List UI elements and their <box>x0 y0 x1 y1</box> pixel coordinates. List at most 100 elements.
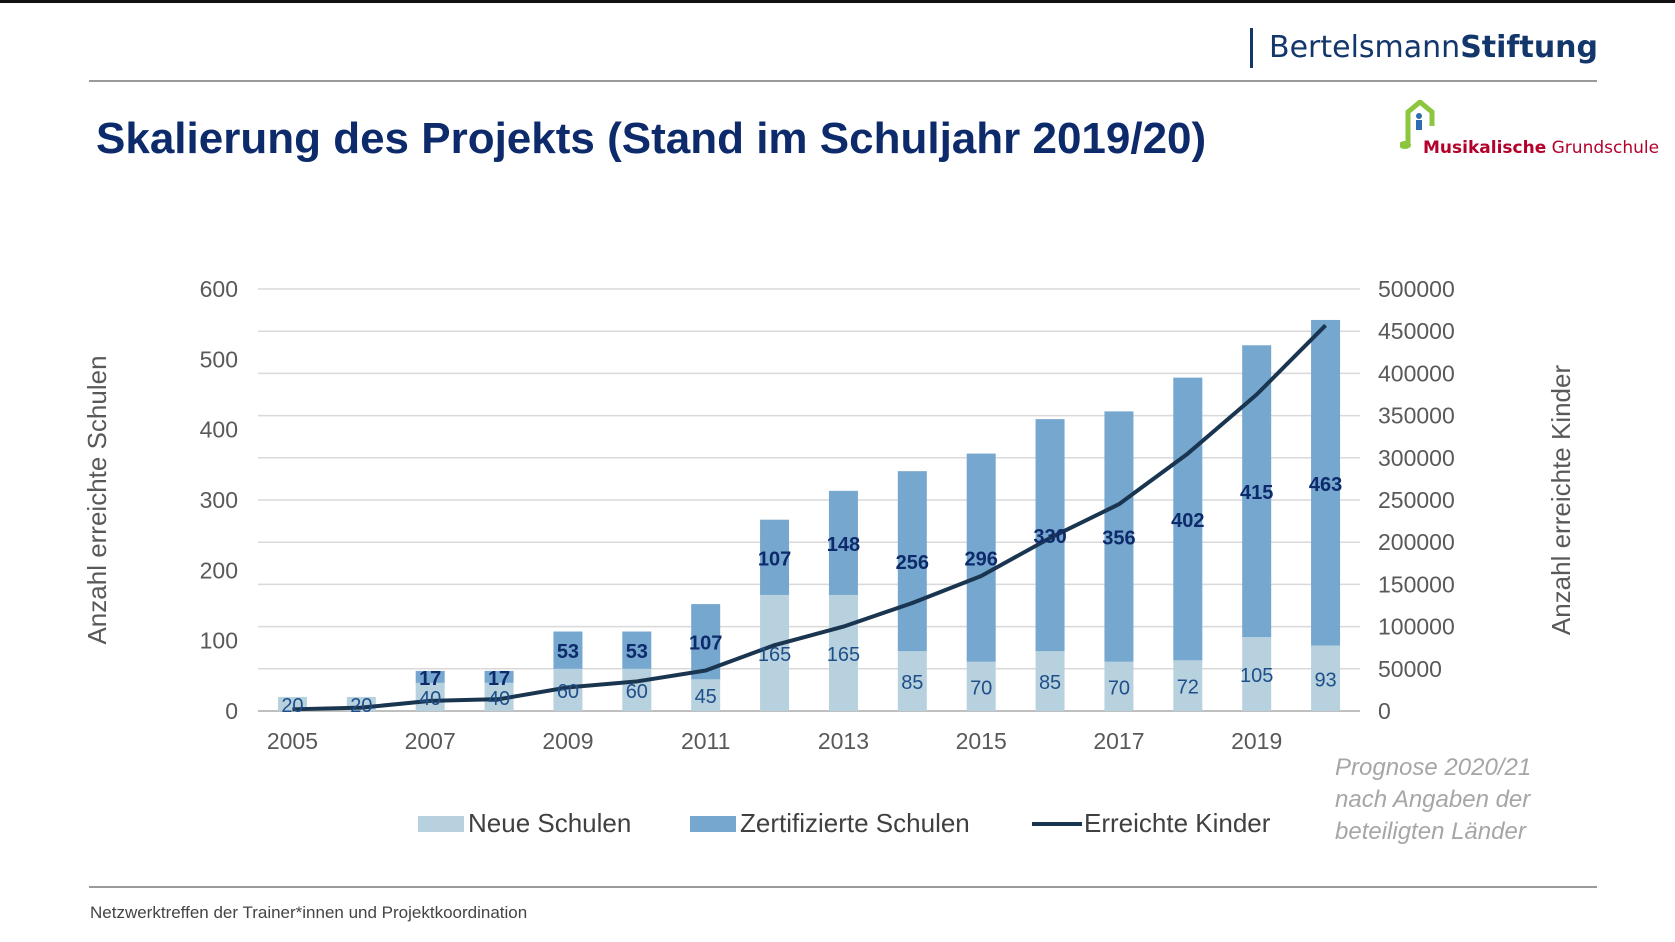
y-right-tick-label: 50000 <box>1378 656 1442 682</box>
bar-neue-schulen <box>691 679 721 711</box>
bar-neue-schulen <box>828 594 858 711</box>
bar-zertifizierte-schulen <box>1104 411 1134 662</box>
y-right-tick-label: 150000 <box>1378 571 1455 597</box>
bar-neue-schulen <box>1242 637 1272 711</box>
label-neue-schulen: 85 <box>1039 672 1061 694</box>
bar-neue-schulen <box>897 651 927 711</box>
bar-zertifizierte-schulen <box>828 490 858 595</box>
x-tick-label: 2011 <box>681 728 730 754</box>
y-right-tick-label: 500000 <box>1378 276 1455 302</box>
label-neue-schulen: 72 <box>1177 677 1199 699</box>
footer-text: Netzwerktreffen der Trainer*innen und Pr… <box>90 903 528 922</box>
y-right-tick-label: 350000 <box>1378 403 1455 429</box>
legend-swatch-zert <box>690 816 736 832</box>
label-neue-schulen: 45 <box>695 686 717 708</box>
x-tick-label: 2007 <box>405 728 456 754</box>
forecast-note-line: Prognose 2020/21 <box>1335 754 1532 781</box>
label-zertifizierte-schulen: 107 <box>689 633 722 655</box>
label-zertifizierte-schulen: 107 <box>758 548 791 570</box>
label-neue-schulen: 60 <box>557 681 579 703</box>
y-left-tick-label: 100 <box>200 628 238 654</box>
y-right-tick-label: 200000 <box>1378 529 1455 555</box>
bar-zertifizierte-schulen <box>484 670 514 683</box>
axes: 0 100 200 300 400 500 600 0 50000 100000 150000 200… <box>82 276 1576 754</box>
logo-text: Musikalische Grundschule <box>1423 138 1660 158</box>
label-neue-schulen: 165 <box>827 644 860 666</box>
x-tick-label: 2017 <box>1093 728 1144 754</box>
y-left-tick-label: 600 <box>200 276 238 302</box>
label-neue-schulen: 85 <box>901 672 923 694</box>
y-right-tick-label: 450000 <box>1378 318 1455 344</box>
label-neue-schulen: 60 <box>626 681 648 703</box>
legend: Neue Schulen Zertifizierte Schulen Erreich… <box>418 808 1271 838</box>
label-zertifizierte-schulen: 53 <box>626 641 648 663</box>
y-left-tick-label: 400 <box>200 417 238 443</box>
bar-neue-schulen <box>415 682 445 711</box>
label-neue-schulen: 40 <box>419 688 441 710</box>
bar-zertifizierte-schulen <box>897 471 927 652</box>
bar-zertifizierte-schulen <box>415 670 445 683</box>
label-zertifizierte-schulen: 256 <box>896 552 929 574</box>
header-divider <box>89 80 1597 82</box>
label-neue-schulen: 105 <box>1240 665 1273 687</box>
data-labels: 20 20 401740176053605345107165107165148852… <box>281 474 1342 717</box>
label-zertifizierte-schulen: 402 <box>1171 510 1204 532</box>
y-right-tick-label: 400000 <box>1378 360 1455 386</box>
note-house-icon <box>1405 100 1435 145</box>
y-right-tick-label: 100000 <box>1378 614 1455 640</box>
label-zertifizierte-schulen: 17 <box>488 668 510 690</box>
musikalische-grundschule-logo <box>1400 100 1435 149</box>
y-right-tick-label: 250000 <box>1378 487 1455 513</box>
x-tick-label: 2019 <box>1231 728 1282 754</box>
bar-zertifizierte-schulen <box>553 631 583 669</box>
bar-neue-schulen <box>622 668 652 711</box>
label-neue-schulen: 93 <box>1314 669 1336 691</box>
page-title: Skalierung des Projekts (Stand im Schulj… <box>96 114 1207 163</box>
y-right-axis-title: Anzahl erreichte Kinder <box>1546 365 1576 636</box>
x-tick-label: 2015 <box>956 728 1007 754</box>
line-erreichte-kinder <box>292 323 1327 712</box>
legend-label-kinder: Erreichte Kinder <box>1084 808 1271 838</box>
y-left-tick-label: 200 <box>200 557 238 583</box>
y-left-tick-label: 0 <box>225 698 238 724</box>
label-zertifizierte-schulen: 296 <box>965 549 998 571</box>
forecast-note-line: nach Angaben der <box>1335 786 1531 813</box>
bar-neue-schulen <box>1104 661 1134 711</box>
bar-neue-schulen <box>760 594 790 711</box>
y-right-tick-label: 300000 <box>1378 445 1455 471</box>
y-left-axis-title: Anzahl erreichte Schulen <box>82 355 112 644</box>
x-tick-label: 2009 <box>542 728 593 754</box>
label-zertifizierte-schulen: 415 <box>1240 482 1273 504</box>
label-zertifizierte-schulen: 17 <box>419 668 441 690</box>
label-zertifizierte-schulen: 53 <box>557 641 579 663</box>
bar-zertifizierte-schulen <box>1311 319 1341 646</box>
label-neue-schulen: 40 <box>488 688 510 710</box>
bar-neue-schulen <box>966 661 996 711</box>
x-tick-label: 2005 <box>267 728 318 754</box>
y-left-tick-label: 500 <box>200 346 238 372</box>
label-zertifizierte-schulen: 148 <box>827 534 860 556</box>
bar-neue-schulen <box>1035 651 1065 711</box>
footer-divider <box>89 886 1597 888</box>
bar-zertifizierte-schulen <box>966 453 996 662</box>
legend-label-zert: Zertifizierte Schulen <box>740 808 970 838</box>
bar-zertifizierte-schulen <box>760 519 790 595</box>
label-neue-schulen: 20 <box>350 695 372 717</box>
label-zertifizierte-schulen: 330 <box>1033 526 1066 548</box>
bar-neue-schulen <box>1311 645 1341 711</box>
forecast-note-line: beteiligten Länder <box>1335 818 1526 845</box>
x-tick-label: 2013 <box>818 728 869 754</box>
bar-zertifizierte-schulen <box>1173 377 1203 661</box>
legend-label-neue: Neue Schulen <box>468 808 631 838</box>
bertelsmann-logo: BertelsmannStiftung <box>1250 28 1598 68</box>
kinder-line <box>292 323 1327 712</box>
y-right-tick-label: 0 <box>1378 698 1391 724</box>
legend-swatch-neue <box>418 816 464 832</box>
bar-zertifizierte-schulen <box>622 631 652 669</box>
label-neue-schulen: 165 <box>758 644 791 666</box>
label-zertifizierte-schulen: 463 <box>1309 474 1342 496</box>
label-neue-schulen: 70 <box>1108 677 1130 699</box>
label-neue-schulen: 20 <box>281 695 303 717</box>
label-neue-schulen: 70 <box>970 677 992 699</box>
